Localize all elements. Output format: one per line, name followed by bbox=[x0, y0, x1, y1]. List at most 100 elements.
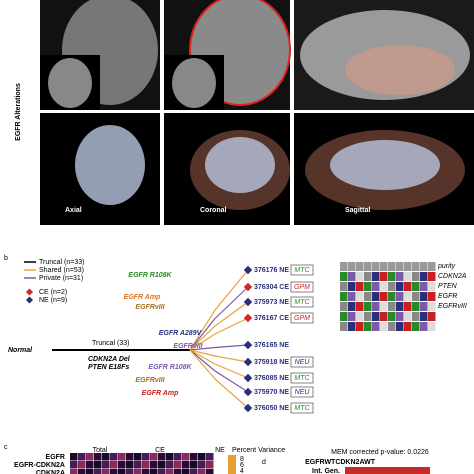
note: MEM corrected p-value: 0.0226 bbox=[331, 449, 429, 456]
heatmap-cell bbox=[420, 322, 428, 331]
subtype-box bbox=[290, 281, 314, 293]
heatmap-cell bbox=[356, 282, 364, 291]
sample-label: 375918 NE bbox=[254, 359, 289, 366]
heatmap-cell bbox=[420, 292, 428, 301]
matrix-cell bbox=[86, 469, 94, 474]
heatmap-cell bbox=[420, 312, 428, 321]
tree-branch bbox=[189, 286, 249, 351]
legend-label: NE (n=9) bbox=[39, 297, 67, 304]
heatmap-cell bbox=[356, 262, 364, 271]
trunk-mutation: CDKN2A Del bbox=[88, 356, 131, 363]
matrix-cell bbox=[102, 453, 110, 461]
heatmap-cell bbox=[428, 272, 436, 281]
row-label: EGFR bbox=[46, 454, 65, 461]
tree-branch bbox=[189, 349, 249, 363]
heatmap-cell bbox=[412, 322, 420, 331]
sample-label: 376167 CE bbox=[254, 315, 289, 322]
sample-label: 376165 NE bbox=[254, 342, 289, 349]
sample-marker bbox=[243, 297, 253, 307]
matrix-cell bbox=[70, 461, 78, 469]
tumor bbox=[345, 45, 455, 95]
heatmap-cell bbox=[412, 272, 420, 281]
row-label: CDKN2A bbox=[36, 470, 65, 474]
heatmap-cell bbox=[364, 272, 372, 281]
heatmap-cell bbox=[348, 312, 356, 321]
tumor bbox=[205, 137, 275, 193]
sample-label: 376050 NE bbox=[254, 405, 289, 412]
tree-branch bbox=[189, 349, 249, 393]
matrix-cell bbox=[110, 469, 118, 474]
matrix-cell bbox=[94, 453, 102, 461]
heatmap-cell bbox=[412, 292, 420, 301]
heatmap-cell bbox=[340, 262, 348, 271]
heatmap-cell bbox=[348, 262, 356, 271]
heatmap-cell bbox=[348, 322, 356, 331]
column-label: CE bbox=[155, 447, 165, 454]
subtype-box bbox=[290, 386, 314, 398]
colorbar-tick: 8 bbox=[240, 456, 244, 463]
sample-label: 375973 NE bbox=[254, 299, 289, 306]
heatmap-cell bbox=[380, 272, 388, 281]
matrix-cell bbox=[142, 453, 150, 461]
matrix-cell bbox=[166, 469, 174, 474]
matrix-cell bbox=[118, 469, 126, 474]
matrix-cell bbox=[118, 453, 126, 461]
heatmap-cell bbox=[396, 302, 404, 311]
legend-label: CE (n=2) bbox=[39, 289, 67, 296]
tumor bbox=[330, 140, 440, 190]
heatmap-cell bbox=[380, 312, 388, 321]
legend-label: Shared (n=53) bbox=[39, 267, 84, 274]
root-label: Normal bbox=[8, 347, 33, 354]
branch-label: EGFR Amp bbox=[142, 390, 179, 397]
heatmap-cell bbox=[388, 262, 396, 271]
heatmap-cell bbox=[364, 312, 372, 321]
heatmap-cell bbox=[396, 312, 404, 321]
heatmap-cell bbox=[364, 292, 372, 301]
heatmap-cell bbox=[404, 322, 412, 331]
bar bbox=[345, 467, 430, 474]
matrix-cell bbox=[174, 461, 182, 469]
matrix-cell bbox=[158, 453, 166, 461]
matrix-cell bbox=[134, 453, 142, 461]
matrix-cell bbox=[142, 461, 150, 469]
heatmap-cell bbox=[348, 302, 356, 311]
matrix-cell bbox=[198, 453, 206, 461]
matrix-cell bbox=[182, 469, 190, 474]
matrix-cell bbox=[182, 453, 190, 461]
matrix-cell bbox=[206, 469, 214, 474]
heatmap-cell bbox=[380, 302, 388, 311]
branch-label: EGFR R108K bbox=[128, 272, 172, 279]
panel-a-images bbox=[40, 0, 474, 225]
colorbar-title: Percent Variance bbox=[232, 447, 285, 454]
heatmap-cell bbox=[388, 302, 396, 311]
matrix-cell bbox=[70, 453, 78, 461]
matrix-cell bbox=[190, 461, 198, 469]
heatmap-cell bbox=[396, 292, 404, 301]
matrix-cell bbox=[102, 469, 110, 474]
subtype-label: MTC bbox=[294, 375, 310, 382]
subtype-label: MTC bbox=[294, 299, 310, 306]
heatmap-cell bbox=[340, 292, 348, 301]
heatmap-cell bbox=[412, 312, 420, 321]
matrix-cell bbox=[150, 453, 158, 461]
subtype-label: GPM bbox=[294, 284, 310, 291]
heatmap-cell bbox=[428, 262, 436, 271]
panel-label: d bbox=[262, 459, 266, 466]
heatmap-cell bbox=[372, 302, 380, 311]
trunk-mutation: PTEN E18Fs bbox=[88, 364, 129, 371]
matrix-cell bbox=[166, 453, 174, 461]
heatmap-cell bbox=[420, 272, 428, 281]
heatmap-cell bbox=[380, 322, 388, 331]
row-label: Int. Gen. bbox=[312, 468, 340, 474]
matrix-cell bbox=[110, 453, 118, 461]
heatmap-cell bbox=[340, 302, 348, 311]
legend-label: Truncal (n=33) bbox=[39, 259, 84, 266]
matrix-cell bbox=[142, 469, 150, 474]
sample-marker bbox=[243, 387, 253, 397]
subtype-box bbox=[290, 402, 314, 414]
side-label: EGFR Alterations bbox=[15, 83, 22, 141]
matrix-cell bbox=[190, 453, 198, 461]
sample-marker bbox=[243, 282, 253, 292]
legend-marker bbox=[25, 296, 34, 304]
